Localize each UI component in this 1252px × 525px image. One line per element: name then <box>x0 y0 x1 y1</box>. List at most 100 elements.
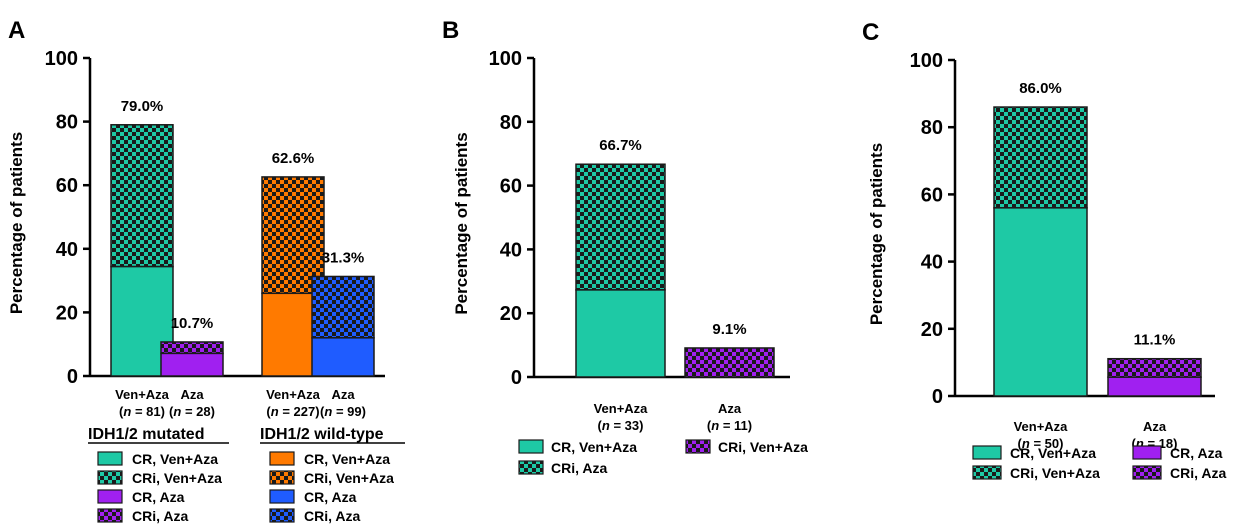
x-category-label: Aza <box>718 401 742 416</box>
legend-item-label: CRi, Aza <box>551 460 607 476</box>
y-tick-label: 20 <box>56 302 78 324</box>
legend-item-label: CRi, Ven+Aza <box>132 470 222 486</box>
bar-value-label: 10.7% <box>171 315 214 332</box>
bar-value-label: 11.1% <box>1134 332 1176 349</box>
bar-segment-cri <box>160 341 224 355</box>
legend-item-label: CRi, Aza <box>1170 465 1226 481</box>
bar-segment-cr <box>160 352 224 377</box>
bar-value-label: 9.1% <box>712 321 746 338</box>
bar-segment-cr <box>993 207 1088 397</box>
legend-panel-a: IDH1/2 mutated CR, Ven+Aza CRi, Ven+Aza CR,… <box>88 426 405 524</box>
bar-segment-cr <box>575 289 666 378</box>
y-axis-label: Percentage of patients <box>452 132 471 314</box>
bar-segment-cri <box>575 163 666 291</box>
legend-swatch <box>97 508 123 523</box>
legend-swatch <box>97 451 123 466</box>
bar-value-label: 79.0% <box>121 98 164 115</box>
legend-item-label: CR, Aza <box>132 489 185 505</box>
bar-segment-cri <box>261 176 325 295</box>
legend-item-label: CR, Ven+Aza <box>304 451 390 467</box>
legend-item-label: CRi, Ven+Aza <box>718 439 808 455</box>
bar-3: 31.3% Aza (n = 99) <box>311 249 375 419</box>
panel-letter: C <box>862 19 879 46</box>
legend-group-title: IDH1/2 wild-type <box>260 426 384 443</box>
bar-segment-cr <box>311 337 375 377</box>
x-n-label: (n = 11) <box>707 418 752 433</box>
x-n-label: (n = 99) <box>320 404 366 419</box>
legend-item-label: CR, Aza <box>1170 445 1223 461</box>
legend-swatch <box>518 439 544 454</box>
x-category-label: Aza <box>331 387 355 402</box>
legend-item-label: CRi, Aza <box>132 508 188 524</box>
bar-1: 11.1%Aza(n = 18) <box>1107 332 1202 451</box>
legend-item-label: CRi, Ven+Aza <box>304 470 394 486</box>
y-tick-label: 40 <box>56 239 78 261</box>
legend-swatch <box>97 489 123 504</box>
legend-swatch <box>685 439 711 454</box>
y-tick-label: 100 <box>910 50 943 72</box>
legend-item-label: CRi, Ven+Aza <box>1010 465 1100 481</box>
y-tick-label: 20 <box>921 319 943 341</box>
legend-swatch <box>972 445 1002 460</box>
x-category-label: Ven+Aza <box>115 387 170 402</box>
y-tick-label: 40 <box>500 239 522 261</box>
y-tick-label: 80 <box>56 112 78 134</box>
y-tick-label: 80 <box>921 117 943 139</box>
y-tick-label: 80 <box>500 112 522 134</box>
x-category-label: Aza <box>180 387 204 402</box>
bar-segment-cri <box>684 347 775 378</box>
legend-panel-c: CR, Ven+Aza CR, Aza CRi, Ven+Aza CRi, Aza <box>972 445 1226 481</box>
panel-letter: A <box>8 17 25 44</box>
y-axis-label: Percentage of patients <box>867 143 886 325</box>
bar-0: 79.0% Ven+Aza (n = 81) <box>110 98 174 419</box>
x-n-label: (n = 227) <box>266 404 319 419</box>
legend-item-label: CR, Ven+Aza <box>132 451 218 467</box>
legend-swatch <box>269 508 295 523</box>
legend-item-label: CR, Aza <box>304 489 357 505</box>
legend-swatch <box>1132 445 1162 460</box>
x-n-label: (n = 50) <box>1018 436 1064 451</box>
bar-segment-cr <box>1107 376 1202 397</box>
panel-c: C 0 20 40 60 80 100 Percentage of patients 86.0%… <box>862 19 1215 451</box>
y-tick-label: 60 <box>500 176 522 198</box>
bar-segment-cri <box>311 275 375 339</box>
bar-value-label: 86.0% <box>1019 80 1062 97</box>
x-n-label: (n = 28) <box>169 404 215 419</box>
y-tick-label: 20 <box>500 303 522 325</box>
bar-value-label: 31.3% <box>322 249 365 266</box>
x-n-label: (n = 81) <box>119 404 165 419</box>
bar-1: 9.1% Aza (n = 11) <box>684 321 775 433</box>
legend-panel-b: CR, Ven+Aza CRi, Ven+Aza CRi, Aza <box>518 439 808 476</box>
legend-item-label: CRi, Aza <box>304 508 360 524</box>
y-tick-label: 0 <box>932 386 943 408</box>
y-tick-label: 60 <box>56 175 78 197</box>
panel-b: B 0 20 40 60 80 100 Percentage of patients 66.7%… <box>442 17 790 433</box>
panel-a: A 0 20 40 60 80 100 Percentage of patients 79.0%… <box>7 17 385 419</box>
legend-group-title: IDH1/2 mutated <box>88 426 204 443</box>
x-category-label: Ven+Aza <box>1014 419 1069 434</box>
legend-swatch <box>972 465 1002 480</box>
bar-value-label: 62.6% <box>272 150 315 167</box>
bar-0: 86.0% Ven+Aza (n = 50) <box>993 80 1088 451</box>
y-tick-label: 60 <box>921 184 943 206</box>
legend-swatch <box>97 470 123 485</box>
bar-1: 10.7% Aza (n = 28) <box>160 315 224 419</box>
legend-swatch <box>269 470 295 485</box>
y-tick-label: 40 <box>921 252 943 274</box>
x-category-label: Ven+Aza <box>594 401 649 416</box>
legend-swatch <box>518 460 544 475</box>
bar-value-label: 66.7% <box>599 137 642 154</box>
bar-0: 66.7% Ven+Aza (n = 33) <box>575 137 666 433</box>
x-n-label: (n = 33) <box>598 418 644 433</box>
legend-item-label: CR, Ven+Aza <box>551 439 637 455</box>
legend-swatch <box>269 451 295 466</box>
y-tick-label: 0 <box>67 366 78 388</box>
y-tick-label: 100 <box>489 48 522 70</box>
bar-segment-cri <box>1107 357 1202 378</box>
y-tick-label: 100 <box>45 48 78 70</box>
bar-segment-cri <box>993 106 1088 209</box>
x-category-label: Aza <box>1143 419 1167 434</box>
legend-item-label: CR, Ven+Aza <box>1010 445 1096 461</box>
legend-swatch <box>1132 465 1162 480</box>
